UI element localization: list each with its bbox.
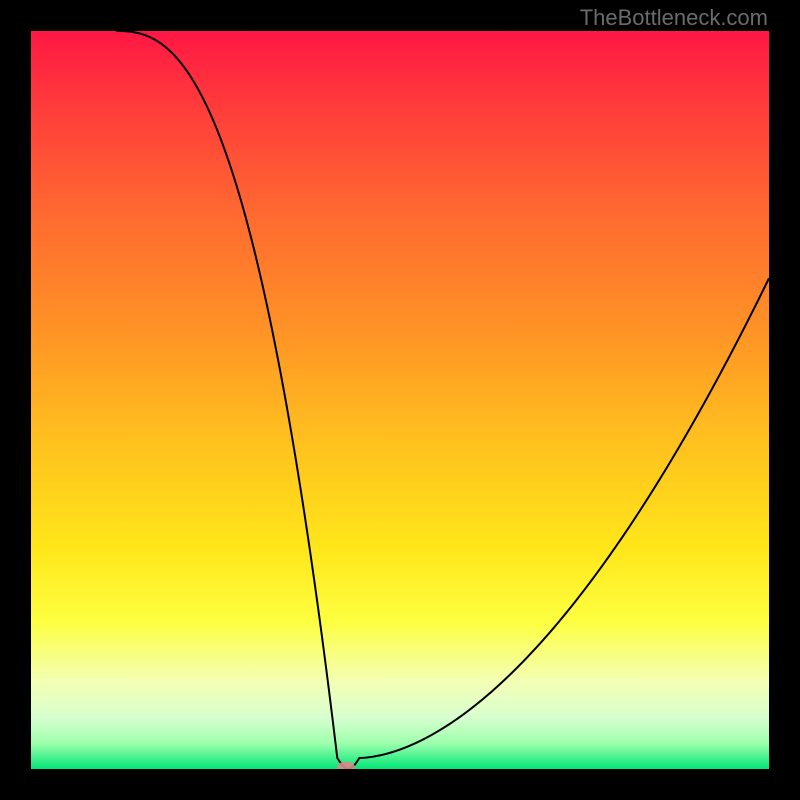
watermark-text: TheBottleneck.com <box>580 5 768 31</box>
bottleneck-chart-svg <box>0 0 800 800</box>
chart-canvas: TheBottleneck.com <box>0 0 800 800</box>
gradient-plot-background <box>31 31 769 769</box>
